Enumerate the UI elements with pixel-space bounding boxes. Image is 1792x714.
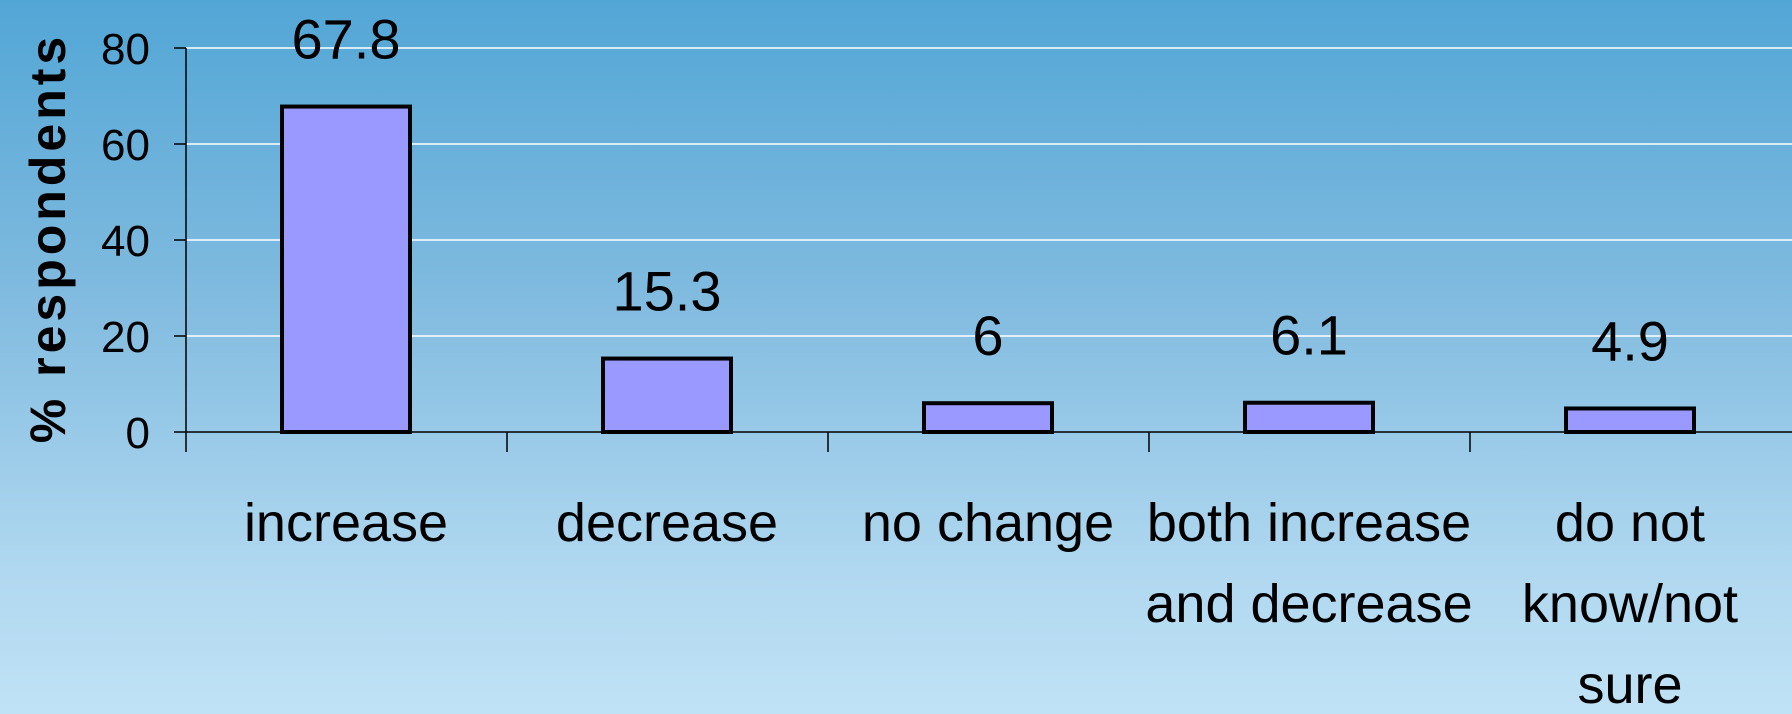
data-label: 15.3 xyxy=(613,260,722,323)
bar-no-change xyxy=(922,401,1054,435)
bar-decrease xyxy=(601,356,733,434)
bar-increase xyxy=(280,104,412,434)
data-label: 67.8 xyxy=(292,8,401,71)
data-label: 6.1 xyxy=(1270,304,1348,367)
bars xyxy=(280,104,1696,435)
y-tick-label: 60 xyxy=(101,121,150,170)
category-labels: increase decrease no change both increase an… xyxy=(244,493,1738,714)
gridlines xyxy=(186,47,1792,337)
bar-do-not-know-not-sure xyxy=(1564,406,1696,435)
y-tick-label: 40 xyxy=(101,217,150,266)
data-label: 6 xyxy=(972,304,1003,367)
y-tick-label: 20 xyxy=(101,313,150,362)
x-tick-label-line: decrease xyxy=(556,493,778,553)
x-tick-label-line: and decrease xyxy=(1145,574,1472,634)
axes: 0 20 40 60 80 xyxy=(101,25,1792,458)
x-tick-label: no change xyxy=(862,493,1114,553)
x-tick-label-line: do not xyxy=(1555,493,1705,553)
x-tick-label: both increase and decrease xyxy=(1145,493,1472,634)
x-tick-label: do not know/not sure xyxy=(1522,493,1738,714)
y-axis-label: % respondents xyxy=(20,33,76,443)
x-tick-label-line: increase xyxy=(244,493,448,553)
x-tick-label-line: no change xyxy=(862,493,1114,553)
value-labels: 67.8 15.3 6 6.1 4.9 xyxy=(292,8,1669,373)
x-tick-label-line: both increase xyxy=(1147,493,1471,553)
data-label: 4.9 xyxy=(1591,309,1669,372)
bar-both-increase-and-decrease xyxy=(1243,400,1375,435)
y-tick-label: 80 xyxy=(101,25,150,74)
x-tick-label: decrease xyxy=(556,493,778,553)
y-tick-label: 0 xyxy=(126,409,150,458)
x-tick-label-line: sure xyxy=(1577,655,1682,714)
x-tick-label: increase xyxy=(244,493,448,553)
x-tick-label-line: know/not xyxy=(1522,574,1738,634)
